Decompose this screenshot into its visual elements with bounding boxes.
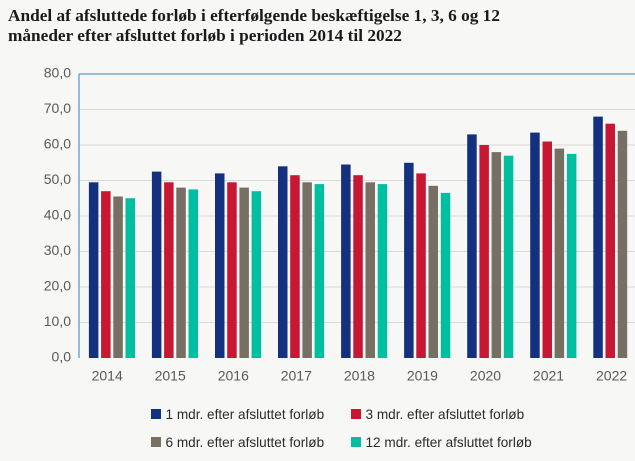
svg-text:2019: 2019 xyxy=(407,368,438,384)
svg-text:2021: 2021 xyxy=(533,368,564,384)
svg-text:2015: 2015 xyxy=(155,368,186,384)
svg-text:0,0: 0,0 xyxy=(52,349,72,365)
svg-text:40,0: 40,0 xyxy=(44,207,71,223)
svg-text:2016: 2016 xyxy=(218,368,249,384)
svg-text:2022: 2022 xyxy=(596,368,627,384)
svg-text:10,0: 10,0 xyxy=(44,313,71,329)
svg-text:60,0: 60,0 xyxy=(44,136,71,152)
svg-text:20,0: 20,0 xyxy=(44,278,71,294)
svg-text:2020: 2020 xyxy=(470,368,501,384)
svg-text:80,0: 80,0 xyxy=(44,65,71,81)
svg-text:2017: 2017 xyxy=(281,368,312,384)
svg-text:30,0: 30,0 xyxy=(44,242,71,258)
svg-text:70,0: 70,0 xyxy=(44,100,71,116)
svg-text:2018: 2018 xyxy=(344,368,375,384)
svg-text:2014: 2014 xyxy=(92,368,123,384)
svg-text:50,0: 50,0 xyxy=(44,171,71,187)
